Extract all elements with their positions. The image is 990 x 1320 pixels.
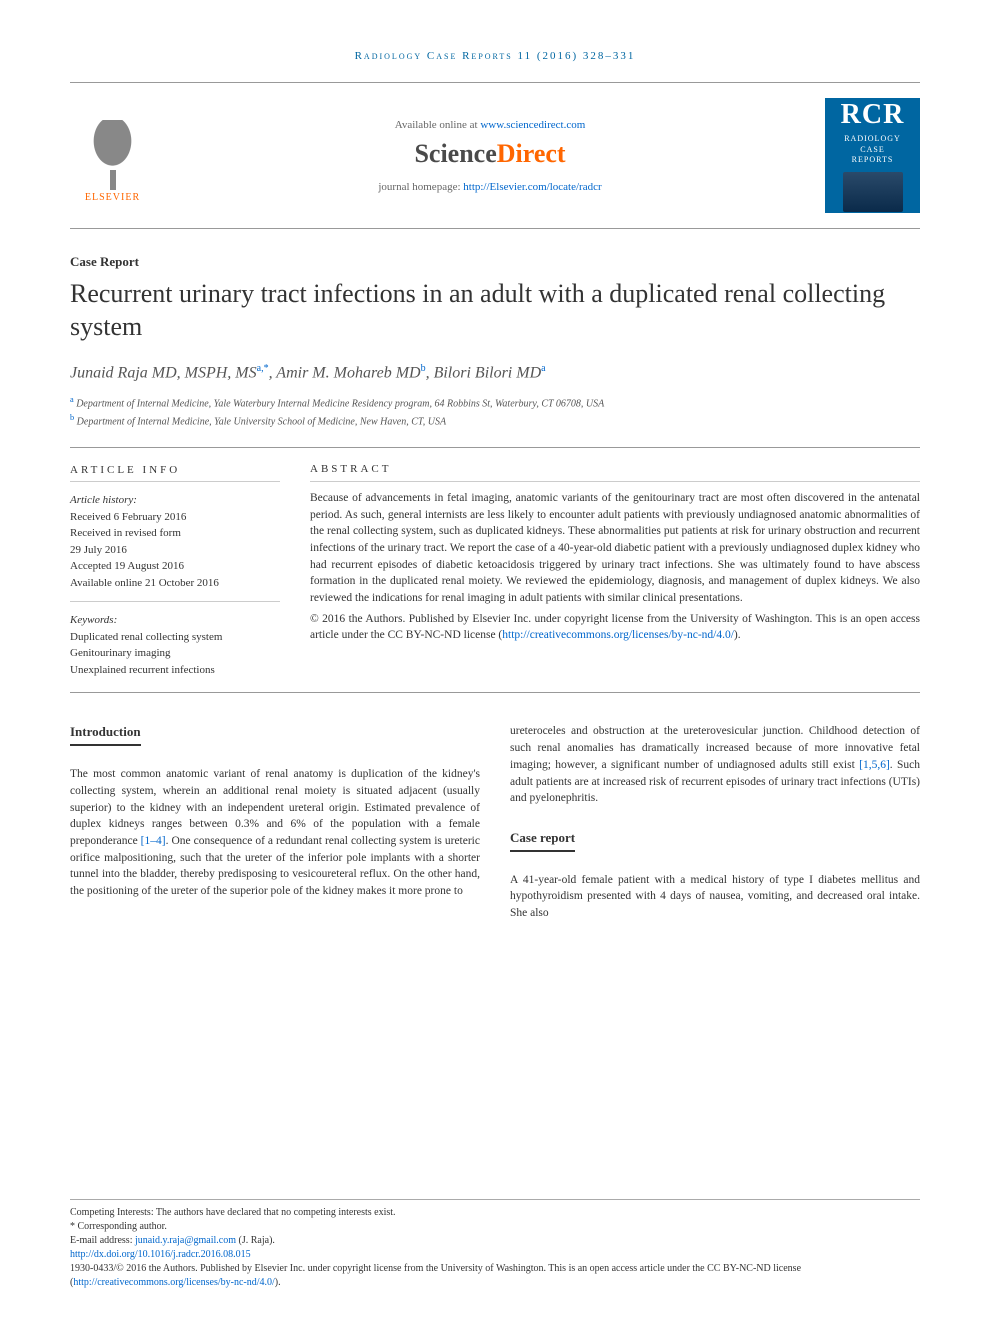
author-3: , Bilori Bilori MD xyxy=(426,364,542,381)
rcr-subtitle: RADIOLOGY CASE REPORTS xyxy=(844,134,901,165)
rcr-line2: CASE xyxy=(860,145,884,154)
case-paragraph-1: A 41-year-old female patient with a medi… xyxy=(510,872,920,922)
affil-b-text: Department of Internal Medicine, Yale Un… xyxy=(74,416,446,427)
running-head: Radiology Case Reports 11 (2016) 328–331 xyxy=(70,50,920,62)
email-link[interactable]: junaid.y.raja@gmail.com xyxy=(135,1235,236,1246)
sciencedirect-logo: ScienceDirect xyxy=(155,139,825,169)
right-column: ureteroceles and obstruction at the uret… xyxy=(510,723,920,921)
elsevier-logo: ELSEVIER xyxy=(70,108,155,203)
keyword-2: Genitourinary imaging xyxy=(70,645,280,662)
rcr-line1: RADIOLOGY xyxy=(844,134,901,143)
left-column: Introduction The most common anatomic va… xyxy=(70,723,480,921)
copyright-close: ). xyxy=(734,629,741,641)
keyword-1: Duplicated renal collecting system xyxy=(70,629,280,646)
revised-line1: Received in revised form xyxy=(70,525,280,542)
revised-line2: 29 July 2016 xyxy=(70,542,280,559)
citation-1-5-6[interactable]: [1,5,6] xyxy=(859,759,890,771)
affiliation-a: a Department of Internal Medicine, Yale … xyxy=(70,394,920,411)
doi-link[interactable]: http://dx.doi.org/10.1016/j.radcr.2016.0… xyxy=(70,1249,251,1260)
abstract-column: ABSTRACT Because of advancements in feta… xyxy=(310,462,920,679)
abstract-copyright: © 2016 the Authors. Published by Elsevie… xyxy=(310,611,920,644)
online-date: Available online 21 October 2016 xyxy=(70,575,280,592)
article-title: Recurrent urinary tract infections in an… xyxy=(70,278,920,343)
email-label: E-mail address: xyxy=(70,1235,135,1246)
author-1: Junaid Raja MD, MSPH, MS xyxy=(70,364,257,381)
available-text: Available online at xyxy=(395,119,481,131)
header-box: ELSEVIER Available online at www.science… xyxy=(70,82,920,229)
authors-line: Junaid Raja MD, MSPH, MSa,*, Amir M. Moh… xyxy=(70,363,920,382)
keywords-label: Keywords: xyxy=(70,612,280,629)
elsevier-tree-icon xyxy=(75,120,150,190)
affiliation-b: b Department of Internal Medicine, Yale … xyxy=(70,412,920,429)
footer-block: Competing Interests: The authors have de… xyxy=(70,1199,920,1290)
rcr-abbrev: RCR xyxy=(841,99,905,131)
body-columns: Introduction The most common anatomic va… xyxy=(70,723,920,921)
info-divider xyxy=(70,601,280,602)
affiliations: a Department of Internal Medicine, Yale … xyxy=(70,394,920,429)
sciencedirect-link[interactable]: www.sciencedirect.com xyxy=(480,119,585,131)
author-1-affil-sup: a, xyxy=(257,363,264,374)
article-type: Case Report xyxy=(70,254,920,270)
available-line: Available online at www.sciencedirect.co… xyxy=(155,119,825,131)
intro-paragraph-2: ureteroceles and obstruction at the uret… xyxy=(510,723,920,806)
sd-prefix: Science xyxy=(414,139,496,168)
issn-close: ). xyxy=(275,1277,281,1288)
issn-copyright-line: 1930-0433/© 2016 the Authors. Published … xyxy=(70,1262,920,1290)
history-label: Article history: xyxy=(70,492,280,509)
cc-license-link[interactable]: http://creativecommons.org/licenses/by-n… xyxy=(502,629,734,641)
keyword-3: Unexplained recurrent infections xyxy=(70,662,280,679)
homepage-line: journal homepage: http://Elsevier.com/lo… xyxy=(155,181,825,193)
info-abstract-block: ARTICLE INFO Article history: Received 6… xyxy=(70,447,920,694)
email-suffix: (J. Raja). xyxy=(236,1235,275,1246)
corresponding-author-label: * Corresponding author. xyxy=(70,1220,920,1234)
elsevier-label: ELSEVIER xyxy=(85,192,140,203)
abstract-heading: ABSTRACT xyxy=(310,462,920,482)
introduction-heading: Introduction xyxy=(70,723,141,746)
rcr-cover-image xyxy=(843,172,903,212)
homepage-label: journal homepage: xyxy=(378,181,463,193)
header-center: Available online at www.sciencedirect.co… xyxy=(155,119,825,193)
received-date: Received 6 February 2016 xyxy=(70,509,280,526)
email-line: E-mail address: junaid.y.raja@gmail.com … xyxy=(70,1234,920,1248)
article-info-heading: ARTICLE INFO xyxy=(70,462,280,483)
sd-suffix: Direct xyxy=(497,139,566,168)
intro-paragraph-1: The most common anatomic variant of rena… xyxy=(70,766,480,899)
accepted-date: Accepted 19 August 2016 xyxy=(70,558,280,575)
citation-1-4[interactable]: [1–4] xyxy=(141,835,166,847)
author-2: , Amir M. Mohareb MD xyxy=(269,364,421,381)
affil-a-text: Department of Internal Medicine, Yale Wa… xyxy=(74,399,605,410)
case-report-heading: Case report xyxy=(510,829,575,852)
article-info-column: ARTICLE INFO Article history: Received 6… xyxy=(70,462,280,679)
footer-cc-link[interactable]: http://creativecommons.org/licenses/by-n… xyxy=(73,1277,274,1288)
homepage-link[interactable]: http://Elsevier.com/locate/radcr xyxy=(463,181,601,193)
competing-interests: Competing Interests: The authors have de… xyxy=(70,1206,920,1220)
rcr-line3: REPORTS xyxy=(852,155,894,164)
abstract-text: Because of advancements in fetal imaging… xyxy=(310,490,920,607)
author-3-affil-sup: a xyxy=(541,363,545,374)
rcr-cover: RCR RADIOLOGY CASE REPORTS xyxy=(825,98,920,213)
